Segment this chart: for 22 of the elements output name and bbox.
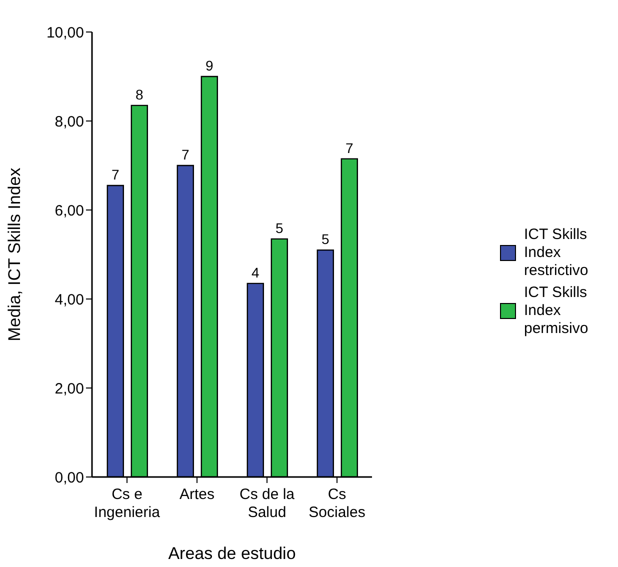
y-tick-label: 0,00 (54, 469, 84, 486)
data-label: 8 (136, 86, 144, 102)
y-tick-label: 8,00 (54, 113, 84, 130)
x-tick-label: Cs Sociales (308, 486, 366, 521)
data-label: 7 (346, 140, 354, 156)
y-tick-label: 10,00 (46, 24, 84, 42)
y-tick-label: 4,00 (54, 291, 84, 308)
data-label: 9 (206, 58, 214, 74)
x-tick-label: Cs e Ingenieria (94, 486, 161, 521)
y-axis-title: Media, ICT Skills Index (5, 167, 24, 342)
data-label: 7 (112, 166, 120, 183)
y-tick-label: 6,00 (54, 202, 84, 220)
legend-label: ICT Skills Index permisivo (524, 284, 590, 338)
data-label: 5 (322, 231, 330, 248)
x-tick-label: Artes (179, 486, 215, 503)
y-tick-label: 2,00 (54, 380, 84, 398)
data-label: 4 (252, 264, 260, 280)
x-tick-label: Cs de la Salud (239, 486, 296, 521)
x-axis-title: Areas de estudio (168, 544, 296, 563)
data-label: 7 (182, 146, 190, 162)
legend-label: ICT Skills Index restrictivo (524, 226, 590, 280)
data-label: 5 (276, 220, 284, 236)
